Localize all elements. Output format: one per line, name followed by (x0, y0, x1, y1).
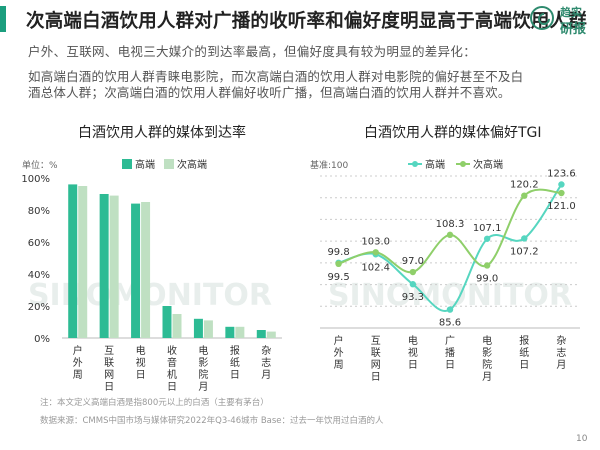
x-tick-label: 报纸日 (230, 344, 240, 381)
bar-sub (266, 331, 276, 338)
x-tick-label: 杂志月 (261, 345, 271, 381)
x-tick-label: 杂志月 (556, 335, 566, 371)
bar-sub (235, 326, 245, 338)
bar-high (99, 194, 109, 338)
data-label-sub: 99.5 (327, 272, 349, 283)
data-point-sub (521, 192, 528, 199)
brand-logo: 趋实 研报 (530, 3, 596, 37)
bar-sub (172, 314, 182, 338)
data-point-sub (483, 262, 491, 269)
data-label-high: 99.8 (327, 247, 349, 258)
x-tick-label: 报纸日 (519, 334, 529, 371)
x-tick-label: 收音机日 (167, 344, 177, 393)
data-point-high (558, 181, 565, 188)
bar-high (131, 203, 141, 338)
bar-high (225, 326, 235, 338)
data-label-high: 123.6 (547, 168, 576, 179)
data-label-sub: 103.0 (361, 236, 390, 247)
footnote-note: 注：本文定义高端白酒是指800元以上的白酒（主要有茅台） (40, 398, 269, 408)
x-tick-label: 电视日 (136, 344, 146, 381)
logo-icon (530, 6, 554, 30)
data-point-sub (558, 189, 565, 197)
bar-sub (109, 195, 119, 338)
bar-unit-label: 单位：% (22, 159, 58, 171)
title-bar: 次高端白酒饮用人群对广播的收听率和偏好度明显高于高端饮用人群 (0, 0, 600, 38)
page-title: 次高端白酒饮用人群对广播的收听率和偏好度明显高于高端饮用人群 (26, 11, 588, 32)
line-unit-label: 基准:100 (310, 159, 348, 171)
x-tick-label: 电影院月 (198, 344, 208, 393)
x-tick-label: 互联网日 (371, 335, 381, 383)
data-label-high: 102.4 (361, 262, 390, 273)
data-point-sub (335, 260, 342, 268)
logo-text-bottom: 研报 (560, 22, 587, 37)
legend-label-sub: 次高端 (473, 158, 503, 171)
logo-text-top: 趋实 (560, 6, 582, 19)
x-tick-label: 电影院月 (482, 334, 492, 383)
legend-label-sub: 次高端 (177, 158, 207, 171)
series-line-sub (338, 188, 562, 274)
data-point-sub (372, 249, 379, 256)
data-label-sub: 97.0 (402, 256, 424, 267)
bar-high (68, 184, 78, 338)
bar-sub (203, 320, 213, 338)
data-label-sub: 99.0 (476, 273, 498, 284)
title-accent-bar (0, 6, 6, 32)
data-label-sub: 108.3 (436, 219, 465, 230)
bar-chart: SINOMONITOR单位：%高端次高端0%20%40%60%80%100%户外… (21, 158, 282, 393)
data-label-high: 107.2 (510, 246, 539, 257)
intro-paragraph-1: 户外、互联网、电视三大媒介的到达率最高，但偏好度具有较为明显的差异化： (28, 44, 477, 59)
bar-sub (78, 186, 88, 338)
data-point-high (446, 306, 454, 313)
bar-high (193, 318, 203, 338)
legend-label-high: 高端 (425, 158, 445, 171)
y-tick-label: 60% (28, 238, 50, 249)
page-number: 10 (576, 434, 588, 444)
x-tick-label: 广播日 (445, 335, 455, 371)
y-tick-label: 40% (28, 270, 50, 281)
y-tick-label: 20% (28, 302, 50, 313)
legend-label-high: 高端 (135, 158, 155, 171)
data-label-sub: 121.0 (547, 201, 576, 212)
data-label-high: 107.1 (473, 223, 502, 234)
bar-chart-title: 白酒饮用人群的媒体到达率 (78, 125, 246, 141)
bar-high (256, 330, 266, 338)
intro-paragraph-3: 酒总体人群；次高端白酒的饮用人群偏好收听广播，但高端白酒的饮用人群并不喜欢。 (28, 85, 511, 100)
y-tick-label: 100% (21, 174, 50, 185)
legend-marker-high (412, 161, 418, 167)
legend-swatch-high (122, 159, 132, 169)
footnote-source: 数据来源：CMMS中国市场与媒体研究2022年Q3-46城市 Base：过去一年… (40, 416, 384, 426)
data-point-sub (446, 231, 454, 239)
x-tick-label: 互联网日 (104, 345, 114, 393)
x-tick-label: 电视日 (408, 334, 418, 371)
x-tick-label: 户外周 (334, 334, 344, 371)
bar-sub (141, 202, 151, 338)
data-label-high: 93.3 (402, 292, 424, 303)
line-chart-title: 白酒饮用人群的媒体偏好TGI (364, 125, 542, 141)
data-point-sub (409, 268, 417, 276)
data-point-high (521, 235, 528, 242)
legend-swatch-sub (164, 159, 174, 169)
bar-high (162, 306, 172, 338)
y-tick-label: 0% (34, 334, 50, 345)
data-point-high (409, 281, 417, 288)
x-tick-label: 户外周 (73, 344, 83, 381)
intro-paragraph-2: 如高端白酒的饮用人群青睐电影院，而次高端白酒的饮用人群对电影院的偏好甚至不及白 (28, 69, 524, 84)
data-label-high: 85.6 (439, 318, 461, 329)
data-point-high (483, 235, 491, 242)
data-label-sub: 120.2 (510, 180, 539, 191)
y-tick-label: 80% (28, 206, 50, 217)
legend-marker-sub (460, 161, 466, 167)
